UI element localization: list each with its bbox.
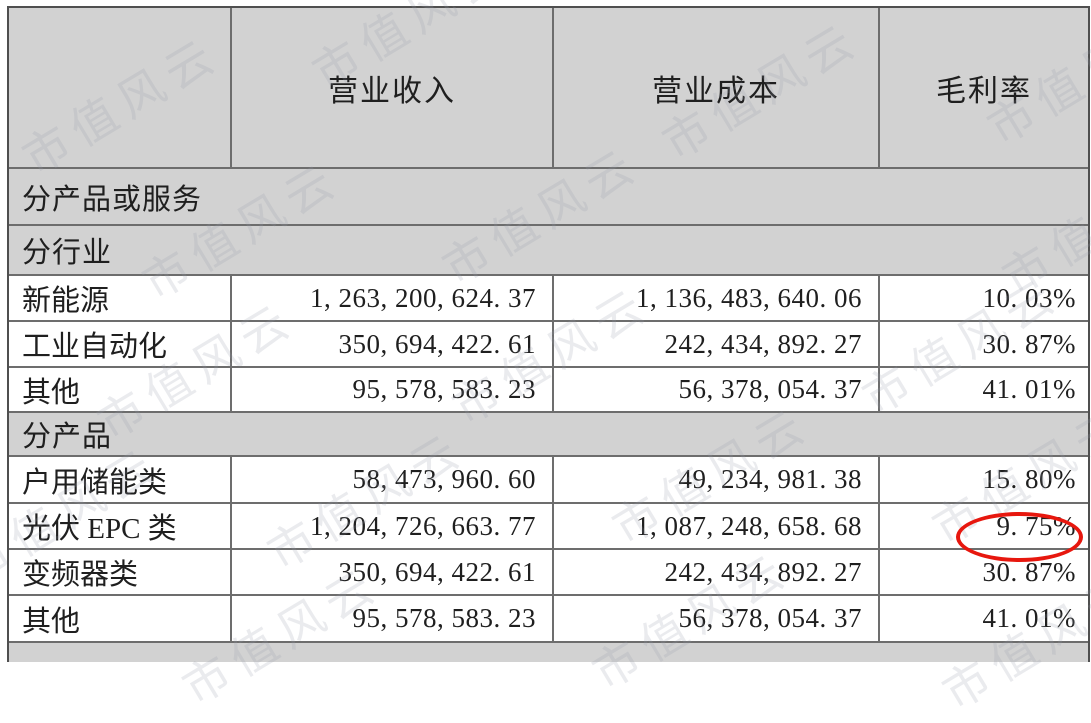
cost-cell: 1, 087, 248, 658. 68 — [554, 504, 880, 550]
revenue-cell: 1, 263, 200, 624. 37 — [232, 276, 554, 322]
section-row-by-product: 分产品 — [9, 413, 1088, 457]
next-row-partial — [9, 643, 1088, 662]
margin-cell: 30. 87% — [880, 322, 1088, 368]
section-row-by-industry: 分行业 — [9, 226, 1088, 276]
margin-cell: 41. 01% — [880, 368, 1088, 413]
revenue-cell: 95, 578, 583. 23 — [232, 596, 554, 643]
header-cell-blank — [9, 8, 232, 169]
margin-cell: 10. 03% — [880, 276, 1088, 322]
product-name-cell: 光伏 EPC 类 — [9, 504, 232, 550]
margin-cell: 30. 87% — [880, 550, 1088, 596]
cost-cell: 56, 378, 054. 37 — [554, 368, 880, 413]
revenue-cell: 1, 204, 726, 663. 77 — [232, 504, 554, 550]
margin-cell-highlighted: 9. 75% — [880, 504, 1088, 550]
product-name-cell: 其他 — [9, 368, 232, 413]
revenue-cell: 95, 578, 583. 23 — [232, 368, 554, 413]
header-cell-revenue: 营业收入 — [232, 8, 554, 169]
margin-cell: 15. 80% — [880, 457, 1088, 504]
header-cell-margin: 毛利率 — [880, 8, 1088, 169]
cost-cell: 49, 234, 981. 38 — [554, 457, 880, 504]
revenue-cell: 350, 694, 422. 61 — [232, 322, 554, 368]
financial-table: 营业收入 营业成本 毛利率 分产品或服务 分行业 新能源 1, 263, 200… — [7, 6, 1090, 662]
cost-cell: 56, 378, 054. 37 — [554, 596, 880, 643]
margin-cell: 41. 01% — [880, 596, 1088, 643]
cost-cell: 242, 434, 892. 27 — [554, 550, 880, 596]
revenue-cell: 350, 694, 422. 61 — [232, 550, 554, 596]
section-row-product-or-service: 分产品或服务 — [9, 169, 1088, 226]
product-name-cell: 新能源 — [9, 276, 232, 322]
cost-cell: 242, 434, 892. 27 — [554, 322, 880, 368]
product-name-cell: 变频器类 — [9, 550, 232, 596]
product-name-cell: 其他 — [9, 596, 232, 643]
revenue-cell: 58, 473, 960. 60 — [232, 457, 554, 504]
header-cell-cost: 营业成本 — [554, 8, 880, 169]
cost-cell: 1, 136, 483, 640. 06 — [554, 276, 880, 322]
product-name-cell: 工业自动化 — [9, 322, 232, 368]
product-name-cell: 户用储能类 — [9, 457, 232, 504]
